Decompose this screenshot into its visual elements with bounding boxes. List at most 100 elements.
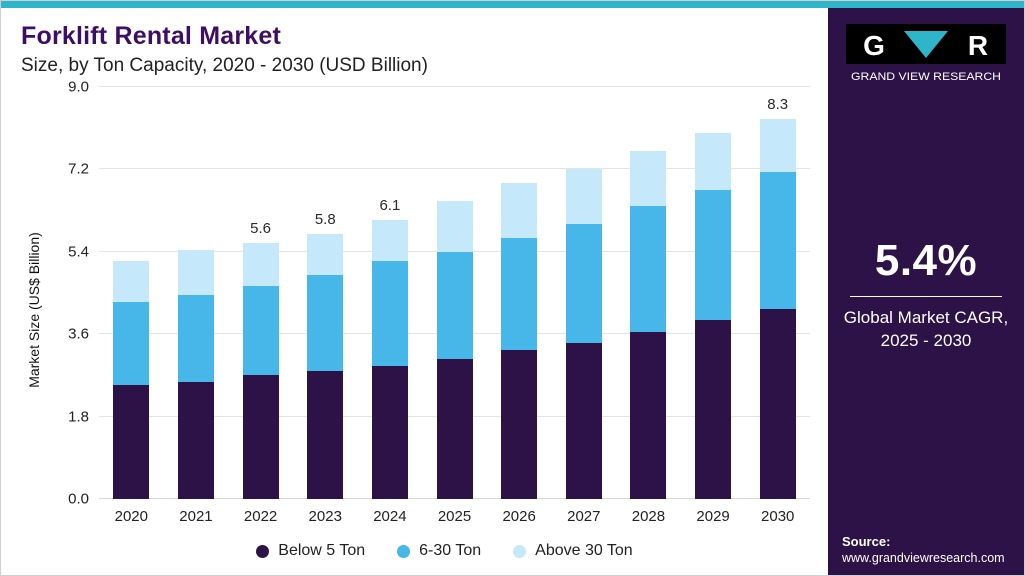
cagr-period: 2025 - 2030 xyxy=(880,331,972,350)
bar-segment-6-30-ton xyxy=(436,251,473,360)
logo-wordmark: GRAND VIEW RESEARCH xyxy=(851,71,1001,83)
cagr-value: 5.4% xyxy=(874,236,978,286)
bar-segment-6-30-ton xyxy=(307,274,344,371)
bar-total-label: 5.6 xyxy=(250,219,272,237)
bar-segment-6-30-ton xyxy=(695,190,732,321)
chart-title: Forklift Rental Market xyxy=(21,22,282,50)
bar-total-label: 6.1 xyxy=(379,196,401,214)
logo-letter-r: R xyxy=(968,30,988,61)
gvr-logo: G R GRAND VIEW RESEARCH xyxy=(846,24,1006,91)
logo-triangle-v-icon xyxy=(904,31,948,58)
bar-2021 xyxy=(164,87,229,499)
y-axis-title-column: Market Size (US$ Billion) xyxy=(21,87,47,533)
bar-segment-6-30-ton xyxy=(501,238,538,351)
bar-segment-below-5-ton xyxy=(242,375,279,499)
source-block: Source: www.grandviewresearch.com xyxy=(840,534,1012,565)
x-tick-label: 2023 xyxy=(308,507,342,525)
x-tick-label: 2025 xyxy=(437,507,472,525)
y-tick-label: 7.2 xyxy=(68,160,89,178)
bar-segment-below-5-ton xyxy=(371,366,408,499)
gridline xyxy=(99,168,810,170)
bar-2029 xyxy=(681,87,746,499)
bar-segment-above-30-ton xyxy=(242,242,279,287)
x-tick-label: 2022 xyxy=(243,507,278,525)
x-tick-label: 2024 xyxy=(373,507,407,525)
bar-segment-6-30-ton xyxy=(759,171,796,310)
bar-2027 xyxy=(551,87,616,499)
brand-sidebar: G R GRAND VIEW RESEARCH 5.4% Global Mark… xyxy=(828,8,1024,575)
bar-2023: 5.8 xyxy=(293,87,358,499)
legend-item: Above 30 Ton xyxy=(513,542,633,560)
bar-segment-above-30-ton xyxy=(436,201,473,252)
bar-segment-below-5-ton xyxy=(113,384,150,499)
x-tick-label: 2020 xyxy=(114,507,148,525)
plot-column: 0.0 1.8 3.6 5.4 7.2 9.0 5.6 5.8 6.1 8.3 2020 2021 2… xyxy=(47,79,828,533)
legend-swatch-icon xyxy=(513,544,527,558)
bar-2030: 8.3 xyxy=(745,87,810,499)
bar-segment-below-5-ton xyxy=(177,382,214,499)
y-tick-label: 0.0 xyxy=(68,490,89,508)
y-tick-label: 1.8 xyxy=(68,408,89,426)
bar-2020 xyxy=(99,87,164,499)
bar-2028 xyxy=(616,87,681,499)
legend-label: Above 30 Ton xyxy=(535,542,633,559)
bar-segment-above-30-ton xyxy=(113,260,150,303)
bars-row: 5.6 5.8 6.1 8.3 xyxy=(99,87,810,499)
cagr-block: 5.4% Global Market CAGR, 2025 - 2030 xyxy=(844,236,1008,353)
x-tick-label: 2029 xyxy=(696,507,730,525)
bar-2025 xyxy=(422,87,487,499)
source-url: www.grandviewresearch.com xyxy=(842,551,1005,565)
legend-swatch-icon xyxy=(397,544,411,558)
gvr-logo-graphic: G R GRAND VIEW RESEARCH xyxy=(846,24,1006,83)
y-tick-label: 3.6 xyxy=(68,325,89,343)
bar-2022: 5.6 xyxy=(228,87,293,499)
gridline xyxy=(99,86,810,87)
legend-label: 6-30 Ton xyxy=(419,542,482,559)
chart-panel: Forklift Rental Market Size, by Ton Capa… xyxy=(1,8,828,575)
bar-segment-below-5-ton xyxy=(695,320,732,499)
y-tick-label: 9.0 xyxy=(68,78,89,96)
bar-segment-above-30-ton xyxy=(177,249,214,296)
bar-segment-above-30-ton xyxy=(307,233,344,275)
bar-segment-6-30-ton xyxy=(630,206,667,332)
chart-subtitle: Size, by Ton Capacity, 2020 - 2030 (USD … xyxy=(21,55,428,76)
legend-item: Below 5 Ton xyxy=(256,542,365,560)
legend-item: 6-30 Ton xyxy=(397,542,481,560)
bar-segment-below-5-ton xyxy=(307,370,344,499)
top-accent-bar xyxy=(1,1,1024,8)
bar-segment-above-30-ton xyxy=(565,169,602,225)
bar-2024: 6.1 xyxy=(358,87,423,499)
y-tick-label: 5.4 xyxy=(68,243,89,261)
bar-segment-above-30-ton xyxy=(695,132,732,191)
bar-total-label: 5.8 xyxy=(314,210,336,228)
bar-segment-6-30-ton xyxy=(113,302,150,385)
bar-segment-below-5-ton xyxy=(565,343,602,499)
bar-segment-above-30-ton xyxy=(501,183,538,239)
bar-segment-below-5-ton xyxy=(436,359,473,499)
plot-area: 0.0 1.8 3.6 5.4 7.2 9.0 5.6 5.8 6.1 8.3 xyxy=(68,79,810,508)
x-axis-labels: 2020 2021 2022 2023 2024 2025 2026 2027 2028 2029… xyxy=(99,499,810,533)
y-axis-title: Market Size (US$ Billion) xyxy=(26,232,42,388)
legend-swatch-icon xyxy=(256,544,270,558)
bar-segment-6-30-ton xyxy=(371,260,408,367)
bar-total-label: 8.3 xyxy=(767,96,789,114)
legend-label: Below 5 Ton xyxy=(278,542,366,559)
content-row: Forklift Rental Market Size, by Ton Capa… xyxy=(1,8,1024,575)
x-tick-label: 2027 xyxy=(567,507,601,525)
logo-letter-g: G xyxy=(863,30,885,61)
bar-segment-above-30-ton xyxy=(759,119,796,172)
bar-segment-below-5-ton xyxy=(759,309,796,499)
bar-segment-6-30-ton xyxy=(242,286,279,376)
bar-segment-below-5-ton xyxy=(630,331,667,499)
cagr-divider xyxy=(849,296,1002,298)
bar-segment-6-30-ton xyxy=(177,295,214,383)
bar-segment-below-5-ton xyxy=(501,350,538,499)
x-tick-label: 2030 xyxy=(761,507,795,525)
bar-2026 xyxy=(487,87,552,499)
legend: Below 5 Ton 6-30 Ton Above 30 Ton xyxy=(61,533,828,569)
bar-segment-6-30-ton xyxy=(565,224,602,344)
bar-segment-above-30-ton xyxy=(371,219,408,261)
cagr-label: Global Market CAGR, xyxy=(843,308,1009,328)
x-tick-label: 2028 xyxy=(631,507,666,525)
